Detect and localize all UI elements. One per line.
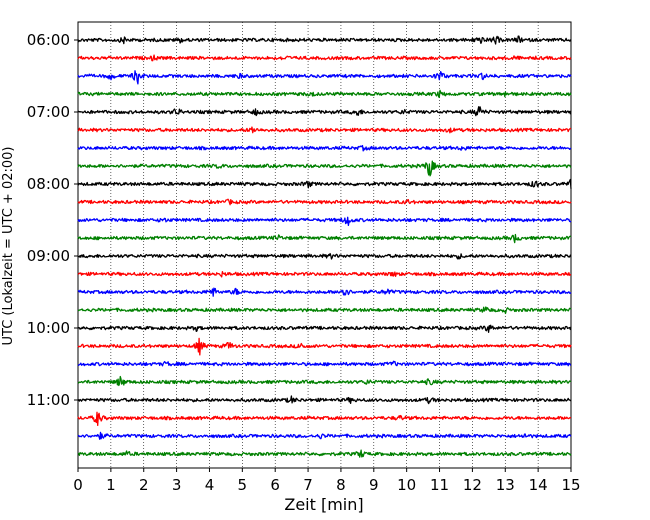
y-tick-label-2: 08:00 <box>27 175 70 193</box>
trace-1130 <box>77 431 572 440</box>
trace-0930 <box>77 287 572 297</box>
x-tick-label-12: 12 <box>463 476 482 494</box>
x-tick-label-10: 10 <box>397 476 416 494</box>
trace-1000 <box>77 324 572 333</box>
seismic-traces <box>77 35 572 458</box>
y-tick-label-3: 09:00 <box>27 247 70 265</box>
trace-0715 <box>77 126 572 134</box>
trace-1145 <box>77 449 572 458</box>
trace-0745 <box>77 160 572 177</box>
y-tick-label-5: 11:00 <box>27 391 70 409</box>
trace-0700 <box>77 106 572 117</box>
y-tick-label-0: 06:00 <box>27 31 70 49</box>
x-axis-ticks: 0 1 2 3 4 5 6 7 8 9 10 11 12 13 14 15 <box>73 468 581 494</box>
x-axis-label: Zeit [min] <box>284 495 363 514</box>
trace-1030 <box>77 360 572 367</box>
x-tick-label-2: 2 <box>139 476 149 494</box>
x-tick-label-11: 11 <box>430 476 449 494</box>
trace-0945 <box>77 306 572 315</box>
y-axis-label: UTC (Lokalzeit = UTC + 02:00) <box>1 147 16 346</box>
plot-frame <box>77 21 572 469</box>
x-tick-label-13: 13 <box>496 476 515 494</box>
trace-0900 <box>77 252 572 260</box>
x-tick-label-9: 9 <box>369 476 379 494</box>
trace-0845 <box>77 233 572 244</box>
x-tick-label-7: 7 <box>303 476 313 494</box>
x-tick-label-5: 5 <box>238 476 248 494</box>
x-gridlines <box>110 22 539 468</box>
x-tick-label-3: 3 <box>172 476 182 494</box>
trace-0600 <box>77 35 572 45</box>
trace-1015 <box>77 337 572 356</box>
y-tick-label-1: 07:00 <box>27 103 70 121</box>
trace-0730 <box>77 144 572 152</box>
trace-0915 <box>77 270 572 278</box>
trace-1100 <box>77 395 572 405</box>
trace-1115 <box>77 411 572 427</box>
x-tick-label-15: 15 <box>561 476 580 494</box>
x-tick-label-14: 14 <box>529 476 548 494</box>
x-tick-label-4: 4 <box>205 476 215 494</box>
x-tick-label-0: 0 <box>73 476 83 494</box>
trace-0815 <box>77 198 572 206</box>
trace-0800 <box>77 178 572 189</box>
x-tick-label-1: 1 <box>106 476 116 494</box>
trace-0645 <box>77 89 572 99</box>
trace-1045 <box>77 375 572 387</box>
y-axis-ticks: 06:00 07:00 08:00 09:00 10:00 11:00 <box>27 31 78 409</box>
trace-0630 <box>77 70 572 85</box>
x-tick-label-6: 6 <box>270 476 280 494</box>
trace-0830 <box>77 216 572 227</box>
trace-0615 <box>77 54 572 62</box>
x-tick-label-8: 8 <box>336 476 346 494</box>
y-tick-label-4: 10:00 <box>27 319 70 337</box>
